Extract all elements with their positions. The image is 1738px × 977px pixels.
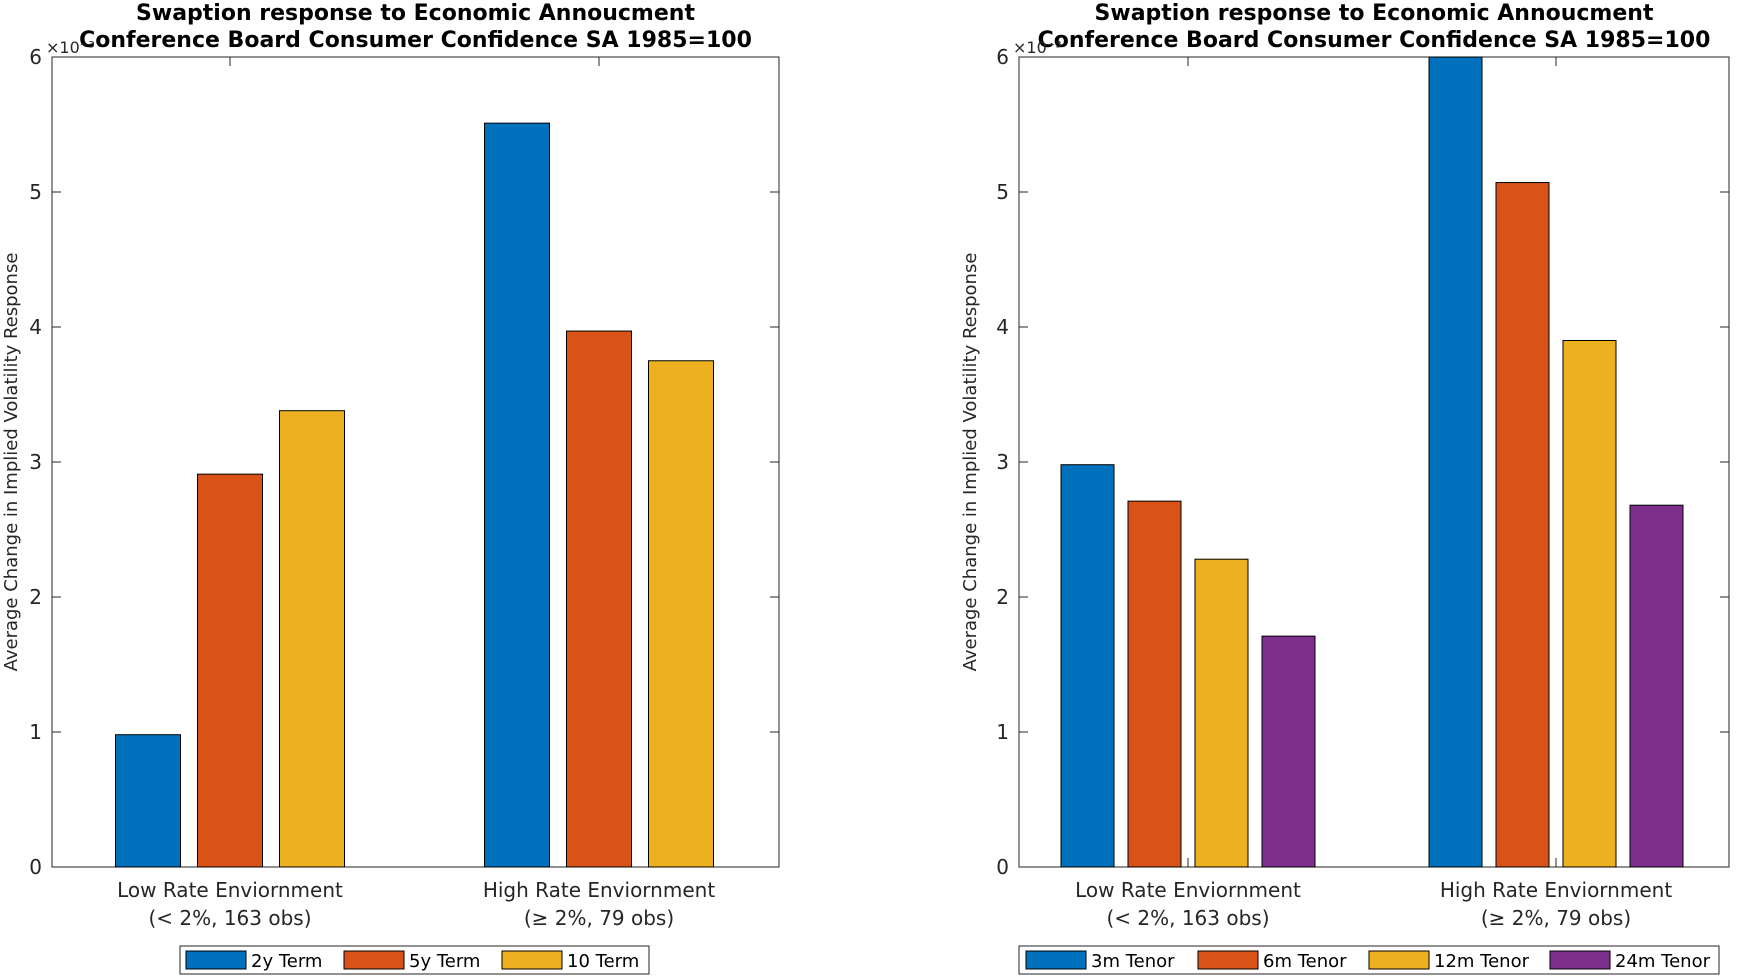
- bar-2y-term-cat-2: [484, 122, 550, 868]
- legend-swatch: [1197, 950, 1259, 970]
- y-tick-label: 0: [29, 855, 42, 879]
- x-category-label-line-2: (≥ 2%, 79 obs): [1481, 906, 1631, 930]
- y-tick-label: 5: [996, 180, 1009, 204]
- bar-24m-tenor-cat-2: [1629, 504, 1684, 868]
- legend: 3m Tenor 6m Tenor 12m Tenor 24m Tenor: [1018, 945, 1720, 975]
- x-category-label-line-1: High Rate Enviornment: [1440, 878, 1672, 902]
- legend-swatch: [1368, 950, 1430, 970]
- x-category-label-line-2: (< 2%, 163 obs): [148, 906, 311, 930]
- legend: 2y Term 5y Term 10 Term: [179, 945, 650, 975]
- bar-24m-tenor-cat-1: [1261, 635, 1316, 868]
- y-tick-label: 2: [29, 585, 42, 609]
- legend-label: 24m Tenor: [1615, 951, 1711, 972]
- y-exponent-label: ×10⁻³: [1013, 38, 1062, 57]
- x-category-label-line-2: (≥ 2%, 79 obs): [524, 906, 674, 930]
- chart-panel-1: Swaption response to Economic Annoucment…: [1, 1, 780, 975]
- legend-box: [179, 945, 650, 975]
- legend-swatch: [1025, 950, 1087, 970]
- chart-title-line-2: Conference Board Consumer Confidence SA …: [1038, 28, 1711, 53]
- legend-swatch: [1549, 950, 1611, 970]
- y-tick-label: 3: [996, 450, 1009, 474]
- bar-5y-term-cat-2: [566, 330, 632, 868]
- x-category-label-line-1: Low Rate Enviornment: [117, 878, 343, 902]
- y-tick-label: 4: [29, 315, 42, 339]
- chart-title-line-1: Swaption response to Economic Annoucment: [136, 1, 695, 26]
- bar-10-term-cat-2: [648, 360, 714, 868]
- y-axis-label: Average Change in Implied Volatility Res…: [1, 253, 22, 672]
- legend-label: 3m Tenor: [1091, 951, 1175, 972]
- chart-panel-2: Swaption response to Economic Annoucment…: [960, 1, 1730, 975]
- legend-swatch: [501, 950, 563, 970]
- plot-area: [1018, 56, 1730, 868]
- bar-2y-term-cat-1: [115, 734, 181, 868]
- legend-label: 2y Term: [251, 951, 322, 972]
- legend-swatch: [343, 950, 405, 970]
- bar-12m-tenor-cat-1: [1194, 558, 1249, 868]
- y-axis-label: Average Change in Implied Volatility Res…: [960, 253, 981, 672]
- bar-3m-tenor-cat-1: [1060, 464, 1115, 868]
- x-category-label-line-2: (< 2%, 163 obs): [1106, 906, 1269, 930]
- y-tick-label: 4: [996, 315, 1009, 339]
- y-tick-label: 3: [29, 450, 42, 474]
- y-tick-label: 6: [29, 45, 42, 69]
- chart-title-line-1: Swaption response to Economic Annoucment: [1095, 1, 1654, 26]
- y-exponent-label: ×10⁻³: [46, 38, 95, 57]
- bar-5y-term-cat-1: [197, 473, 263, 868]
- y-tick-label: 1: [29, 720, 42, 744]
- legend-label: 5y Term: [409, 951, 480, 972]
- legend-label: 6m Tenor: [1263, 951, 1347, 972]
- legend-swatch: [185, 950, 247, 970]
- y-tick-label: 2: [996, 585, 1009, 609]
- y-tick-label: 5: [29, 180, 42, 204]
- legend-label: 12m Tenor: [1434, 951, 1530, 972]
- bar-6m-tenor-cat-1: [1127, 500, 1182, 868]
- bar-12m-tenor-cat-2: [1562, 340, 1617, 868]
- x-category-label-line-1: High Rate Enviornment: [483, 878, 715, 902]
- bar-3m-tenor-cat-2: [1428, 56, 1483, 868]
- y-tick-label: 1: [996, 720, 1009, 744]
- bar-10-term-cat-1: [279, 410, 345, 868]
- x-category-label-line-1: Low Rate Enviornment: [1075, 878, 1301, 902]
- bar-6m-tenor-cat-2: [1495, 182, 1550, 868]
- y-tick-label: 0: [996, 855, 1009, 879]
- y-tick-label: 6: [996, 45, 1009, 69]
- legend-label: 10 Term: [567, 951, 639, 972]
- chart-title-line-2: Conference Board Consumer Confidence SA …: [79, 28, 752, 53]
